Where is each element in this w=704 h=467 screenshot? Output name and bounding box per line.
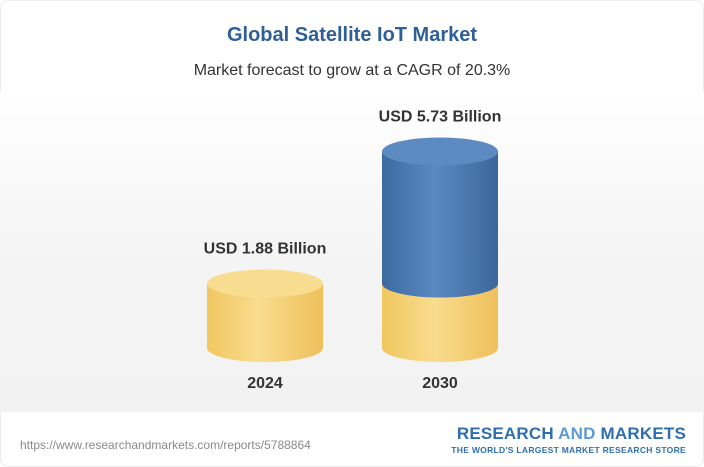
brand-and: AND [558, 424, 596, 443]
category-label-2024: 2024 [247, 375, 283, 392]
brand-research: RESEARCH [456, 424, 554, 443]
chart-title: Global Satellite IoT Market [226, 24, 478, 46]
value-label-2024: USD 1.88 Billion [204, 241, 327, 258]
cylinder-2030-top [382, 137, 498, 166]
brand-name: RESEARCH AND MARKETS [451, 424, 686, 444]
brand-markets: MARKETS [600, 424, 686, 443]
cylinder-2024-body [207, 283, 323, 362]
cylinder-2030-growth-segment [382, 151, 498, 298]
cylinder-2030-base-segment [382, 283, 498, 362]
source-url: https://www.researchandmarkets.com/repor… [20, 438, 311, 452]
value-label-2030: USD 5.73 Billion [379, 108, 502, 125]
chart-background [0, 92, 704, 412]
cylinder-2024-top [207, 269, 323, 298]
category-label-2030: 2030 [422, 375, 458, 392]
cylinder-2024 [207, 269, 323, 362]
chart-subtitle: Market forecast to grow at a CAGR of 20.… [193, 62, 511, 79]
brand-logo: RESEARCH AND MARKETS THE WORLD'S LARGEST… [451, 424, 686, 455]
brand-tagline: THE WORLD'S LARGEST MARKET RESEARCH STOR… [451, 445, 686, 455]
cylinder-2030 [382, 137, 498, 362]
